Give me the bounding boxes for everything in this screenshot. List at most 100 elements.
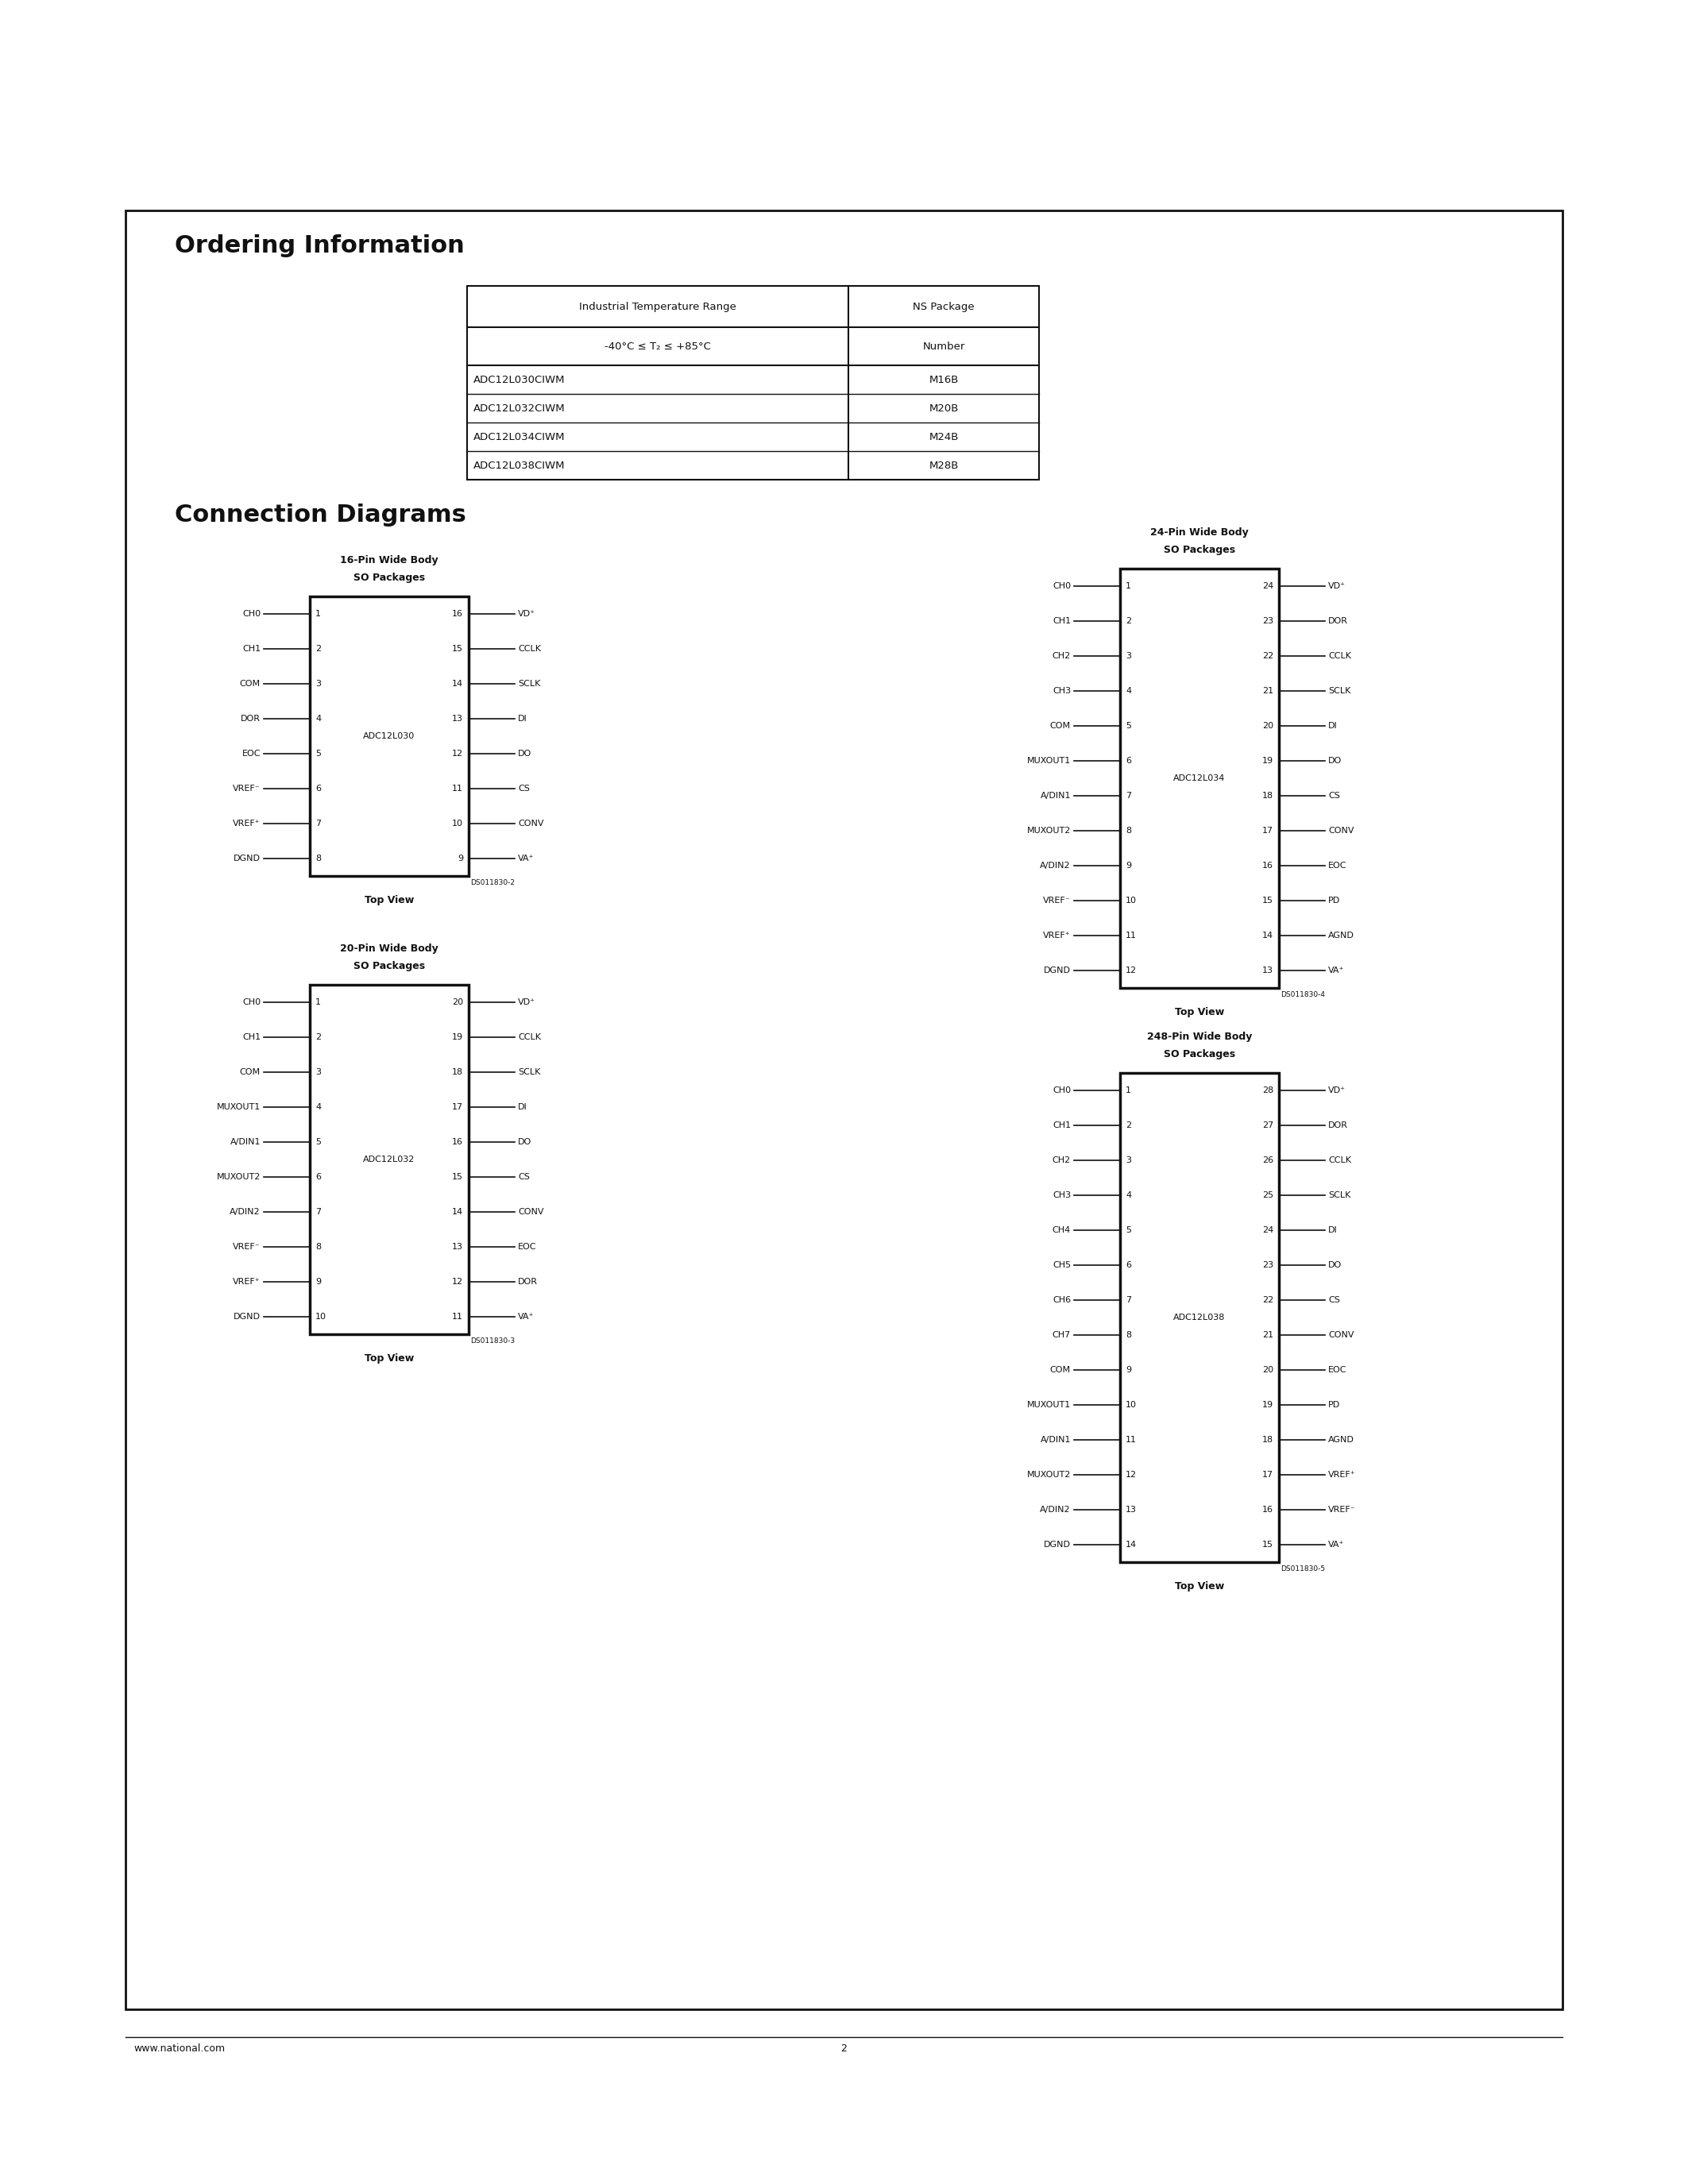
Text: VA⁺: VA⁺ [1328,968,1344,974]
Text: 2: 2 [1126,618,1131,625]
Text: DI: DI [1328,723,1337,729]
Text: 6: 6 [316,784,321,793]
Text: DOR: DOR [241,714,260,723]
Text: Ordering Information: Ordering Information [176,234,464,258]
Text: SO Packages: SO Packages [353,572,425,583]
Text: EOC: EOC [241,749,260,758]
Text: 20-Pin Wide Body: 20-Pin Wide Body [339,943,439,954]
Text: VA⁺: VA⁺ [518,854,533,863]
Text: 2: 2 [316,1033,321,1042]
Text: 20: 20 [1263,723,1273,729]
Text: 23: 23 [1263,618,1273,625]
Bar [125,210,1563,2009]
Text: 11: 11 [452,784,463,793]
Text: 10: 10 [1126,1400,1136,1409]
Text: 22: 22 [1263,1295,1273,1304]
Text: A/DIN1: A/DIN1 [1040,1435,1070,1444]
Text: 22: 22 [1263,653,1273,660]
Text: DOR: DOR [518,1278,538,1286]
Text: VD⁺: VD⁺ [1328,1085,1345,1094]
Text: EOC: EOC [1328,1365,1347,1374]
Text: Top View: Top View [1175,1581,1224,1592]
Text: Top View: Top View [1175,1007,1224,1018]
Text: DO: DO [518,1138,532,1147]
Text: Industrial Temperature Range: Industrial Temperature Range [579,301,736,312]
Text: 19: 19 [1263,1400,1273,1409]
Text: 2: 2 [316,644,321,653]
Text: AGND: AGND [1328,1435,1354,1444]
Text: CH1: CH1 [1052,618,1070,625]
Text: A/DIN2: A/DIN2 [1040,863,1070,869]
Text: DS011830-2: DS011830-2 [471,880,515,887]
Text: 20: 20 [1263,1365,1273,1374]
Text: 8: 8 [316,1243,321,1251]
Text: CONV: CONV [1328,828,1354,834]
Text: 13: 13 [1126,1505,1136,1514]
Text: DI: DI [1328,1225,1337,1234]
Text: CONV: CONV [518,1208,544,1216]
Text: 1: 1 [316,998,321,1007]
Text: 4: 4 [1126,688,1131,695]
Text: 27: 27 [1263,1120,1273,1129]
Text: 19: 19 [1263,758,1273,764]
Text: 3: 3 [316,1068,321,1077]
Text: 18: 18 [1263,1435,1273,1444]
Text: NS Package: NS Package [913,301,974,312]
Text: 17: 17 [452,1103,463,1112]
Text: 13: 13 [1263,968,1273,974]
Text: CH1: CH1 [241,644,260,653]
Text: ADC12L034: ADC12L034 [1173,775,1225,782]
Text: 25: 25 [1263,1190,1273,1199]
Text: 17: 17 [1263,828,1273,834]
Text: 15: 15 [1263,898,1273,904]
Text: A/DIN1: A/DIN1 [230,1138,260,1147]
Text: 5: 5 [1126,723,1131,729]
Text: MUXOUT2: MUXOUT2 [216,1173,260,1182]
Text: -40°C ≤ T₂ ≤ +85°C: -40°C ≤ T₂ ≤ +85°C [604,341,711,352]
Text: A/DIN2: A/DIN2 [230,1208,260,1216]
Text: ADC12L038CIWM: ADC12L038CIWM [473,461,565,470]
Text: 11: 11 [452,1313,463,1321]
Text: 13: 13 [452,714,463,723]
Text: CH2: CH2 [1052,653,1070,660]
Text: 3: 3 [1126,1155,1131,1164]
Text: ADC12L030CIWM: ADC12L030CIWM [473,373,565,384]
Text: DS011830-5: DS011830-5 [1281,1566,1325,1572]
Text: 15: 15 [452,644,463,653]
Text: DOR: DOR [1328,618,1349,625]
Text: ADC12L034CIWM: ADC12L034CIWM [473,432,565,441]
Text: 12: 12 [452,1278,463,1286]
Text: VD⁺: VD⁺ [518,609,535,618]
Text: 18: 18 [452,1068,463,1077]
Text: VA⁺: VA⁺ [518,1313,533,1321]
Text: 7: 7 [1126,1295,1131,1304]
Text: MUXOUT2: MUXOUT2 [1026,828,1070,834]
Text: EOC: EOC [1328,863,1347,869]
Text: VD⁺: VD⁺ [518,998,535,1007]
Text: Number: Number [922,341,966,352]
Text: 6: 6 [316,1173,321,1182]
Text: DGND: DGND [1043,968,1070,974]
Text: 1: 1 [1126,583,1131,590]
Text: CONV: CONV [518,819,544,828]
Text: 16-Pin Wide Body: 16-Pin Wide Body [341,555,439,566]
Text: 16: 16 [452,1138,463,1147]
Text: VD⁺: VD⁺ [1328,583,1345,590]
Text: CH0: CH0 [241,609,260,618]
Text: 15: 15 [1263,1540,1273,1548]
Text: 24-Pin Wide Body: 24-Pin Wide Body [1150,526,1249,537]
Text: VREF⁻: VREF⁻ [1328,1505,1355,1514]
Text: CH5: CH5 [1052,1260,1070,1269]
Bar [1121,1072,1280,1562]
Text: CH6: CH6 [1052,1295,1070,1304]
Text: DO: DO [518,749,532,758]
Text: 24: 24 [1263,583,1273,590]
Text: M16B: M16B [928,373,959,384]
Text: 16: 16 [1263,1505,1273,1514]
Bar [311,985,469,1334]
Text: CCLK: CCLK [1328,653,1350,660]
Text: CS: CS [518,1173,530,1182]
Text: PD: PD [1328,898,1340,904]
Text: 1: 1 [1126,1085,1131,1094]
Text: CCLK: CCLK [518,1033,540,1042]
